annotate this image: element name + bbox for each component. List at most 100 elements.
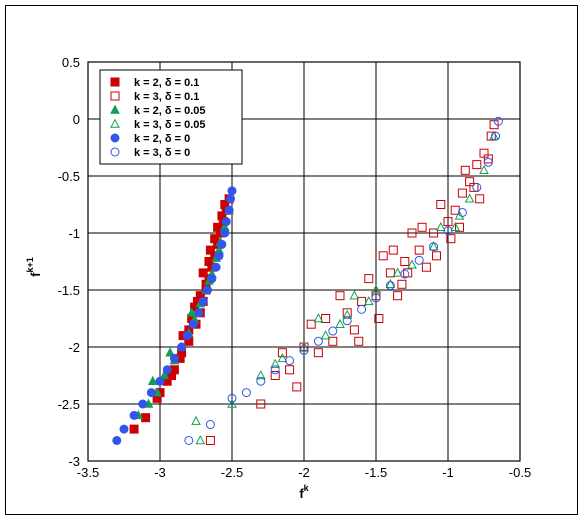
data-point [320, 330, 331, 340]
data-point [241, 388, 251, 398]
data-point [226, 194, 236, 204]
data-point [472, 182, 482, 192]
data-point [227, 398, 237, 408]
data-point [385, 278, 396, 289]
data-point [428, 241, 439, 251]
y-axis-title: fk+1 [25, 257, 43, 277]
data-point [378, 251, 388, 261]
data-point [207, 274, 217, 284]
data-point [198, 296, 208, 306]
data-point [213, 222, 223, 232]
data-point [393, 291, 403, 301]
data-point [417, 222, 427, 232]
x-tick-label: -2 [298, 465, 310, 480]
chart-frame [5, 5, 578, 515]
data-point [221, 217, 231, 227]
data-point [255, 370, 266, 380]
data-point [186, 307, 197, 317]
data-point [460, 165, 470, 175]
data-point [371, 293, 381, 303]
data-point [363, 296, 374, 306]
legend-label: k = 2, δ = 0.1 [134, 77, 199, 89]
data-point [436, 200, 446, 209]
y-axis-title-base: f [28, 272, 43, 277]
x-tick-label: -3 [154, 465, 166, 480]
series-2 [205, 120, 499, 445]
data-points [112, 116, 503, 445]
data-point [469, 182, 479, 192]
data-point [472, 160, 482, 170]
data-point [306, 319, 316, 329]
data-point [285, 356, 295, 366]
data-point [446, 234, 456, 244]
data-point [224, 205, 234, 215]
data-point [454, 210, 465, 220]
y-tick-label: -2.5 [58, 397, 80, 412]
data-point [455, 222, 465, 232]
data-point [205, 435, 215, 445]
data-point [489, 130, 499, 140]
data-point [299, 345, 309, 355]
data-point [357, 296, 367, 306]
data-point [129, 424, 139, 434]
data-point [112, 435, 122, 445]
y-tick-label: -1 [68, 226, 80, 241]
y-tick-label: -2 [68, 340, 80, 355]
data-point [165, 347, 175, 357]
x-tick-label: -3.5 [77, 465, 99, 480]
series-4 [191, 130, 499, 445]
data-point [435, 221, 446, 232]
data-point [256, 399, 266, 409]
data-point [159, 370, 170, 380]
data-point [429, 228, 439, 238]
data-point [270, 371, 280, 380]
data-point [217, 211, 227, 221]
data-point [491, 131, 501, 141]
data-point [220, 200, 230, 209]
legend-marker [110, 118, 120, 128]
legend-label: k = 2, δ = 0 [134, 133, 190, 145]
data-point [191, 415, 201, 425]
legend-label: k = 3, δ = 0.05 [134, 119, 206, 131]
plot-border [87, 61, 521, 462]
legend-label: k = 2, δ = 0.05 [134, 105, 206, 117]
data-point [385, 268, 395, 278]
data-point [407, 259, 417, 269]
data-point [450, 221, 461, 232]
data-point [349, 325, 359, 335]
data-point [203, 285, 213, 295]
data-point [194, 308, 204, 318]
data-point [227, 393, 237, 403]
data-point [400, 269, 410, 279]
data-point [354, 336, 364, 346]
data-point [182, 331, 192, 341]
legend-label: k = 3, δ = 0 [134, 147, 190, 159]
data-point [227, 186, 237, 196]
series-5 [112, 186, 237, 445]
data-point [335, 291, 345, 301]
data-point [167, 371, 177, 380]
data-point [397, 279, 407, 289]
data-point [364, 274, 374, 284]
data-point [400, 257, 410, 266]
data-point [483, 157, 493, 167]
x-axis-title-sup: k [304, 483, 310, 493]
data-point [342, 316, 352, 326]
x-axis-title-base: f [299, 486, 304, 501]
data-point [205, 420, 215, 430]
legend-marker [110, 77, 120, 87]
x-tick-label: -1 [442, 465, 454, 480]
data-point [321, 314, 331, 323]
data-point [414, 255, 424, 265]
data-point [429, 242, 439, 252]
y-tick-label: -3 [68, 454, 80, 469]
legend-box [99, 69, 243, 165]
y-tick-label: -1.5 [58, 283, 80, 298]
data-point [256, 376, 266, 386]
data-point [313, 348, 323, 358]
data-point [407, 228, 417, 238]
data-point [270, 365, 280, 375]
grid-lines [87, 61, 521, 462]
data-point [457, 188, 467, 198]
data-point [313, 313, 324, 323]
